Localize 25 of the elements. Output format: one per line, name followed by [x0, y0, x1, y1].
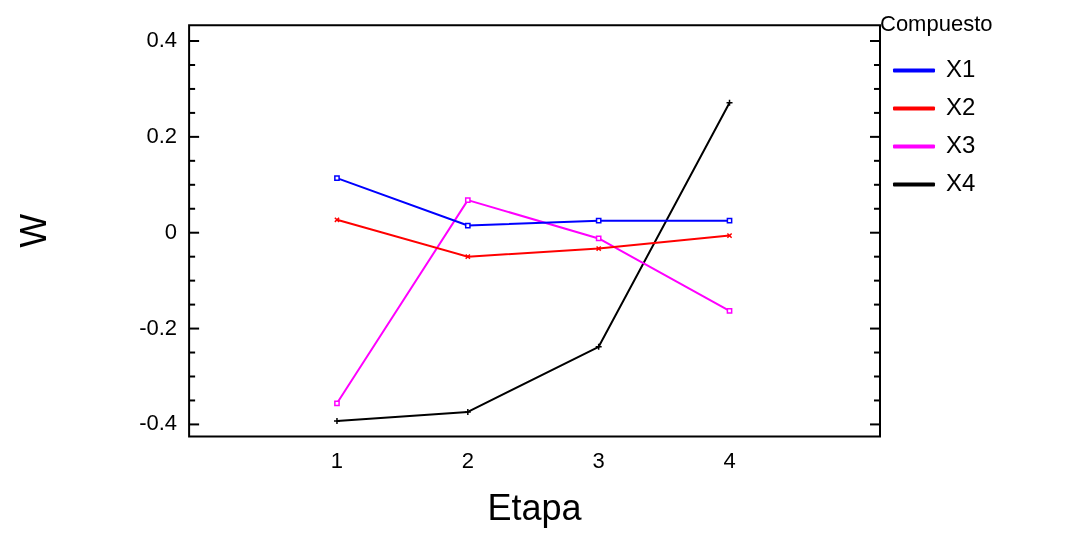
legend-label: X4 — [946, 169, 976, 197]
y-tick-label: -0.4 — [139, 410, 178, 436]
x-tick-label: 3 — [592, 447, 605, 473]
y-tick-label: -0.2 — [139, 314, 178, 340]
y-tick-label: 0 — [164, 218, 178, 244]
x-axis-title: Etapa — [487, 487, 583, 529]
point — [595, 235, 602, 242]
point — [334, 400, 340, 407]
point — [726, 217, 733, 224]
point — [464, 408, 472, 416]
x-tick-label: 2 — [461, 447, 474, 473]
x-tick-label: 4 — [723, 447, 736, 473]
y-tick-label: 0.4 — [146, 27, 178, 53]
x-tick-label: 1 — [330, 447, 344, 473]
point — [464, 197, 471, 203]
legend-label: X3 — [946, 131, 976, 159]
legend-label: X1 — [946, 55, 976, 83]
legend-title: Compuesto — [880, 11, 993, 37]
legend-label: X2 — [946, 93, 976, 121]
y-axis-title: W — [12, 213, 54, 248]
point — [334, 175, 340, 181]
point — [464, 222, 471, 229]
point — [726, 307, 733, 314]
point — [595, 217, 602, 224]
y-tick-label: 0.2 — [146, 122, 178, 148]
